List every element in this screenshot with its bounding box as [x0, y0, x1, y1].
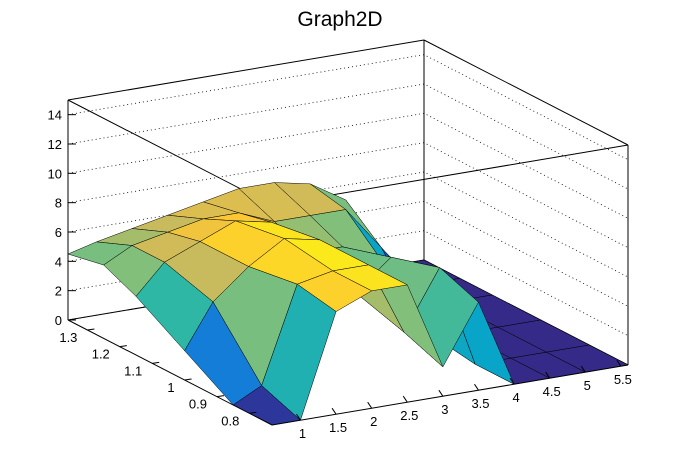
x-tick-label: 2	[370, 414, 377, 429]
y-tick	[119, 345, 127, 348]
x-tick-label: 5.5	[614, 372, 632, 387]
y-tick	[216, 395, 225, 398]
grid-line	[67, 83, 629, 190]
z-tick-label: 2	[55, 284, 62, 299]
z-tick-label: 6	[55, 225, 62, 240]
x-tick-label: 4	[512, 390, 519, 405]
y-tick-label: 1	[167, 380, 174, 395]
y-tick-label: 1.2	[92, 347, 110, 362]
y-tick-label: 0.8	[221, 413, 239, 428]
x-tick	[509, 377, 515, 385]
x-tick-label: 3	[441, 402, 448, 417]
y-tick-label: 1.3	[59, 330, 77, 345]
z-tick-label: 14	[48, 108, 62, 123]
x-tick	[296, 413, 301, 421]
x-tick-label: 4.5	[543, 384, 561, 399]
x-tick-label: 5	[584, 378, 591, 393]
chart-title: Graph2D	[297, 8, 382, 31]
x-tick-label: 2.5	[400, 408, 418, 423]
y-tick-label: 0.9	[189, 397, 207, 412]
x-tick-label: 3.5	[471, 396, 489, 411]
x-tick-label: 1.5	[329, 420, 347, 435]
x-tick	[616, 359, 622, 367]
x-tick	[438, 389, 444, 397]
z-tick-label: 0	[55, 313, 62, 328]
box-edge	[67, 99, 273, 206]
grid-line	[67, 54, 629, 161]
y-tick	[152, 361, 160, 364]
x-tick	[580, 365, 586, 373]
y-axis	[67, 319, 273, 426]
grid-line	[67, 112, 629, 219]
x-tick	[474, 383, 479, 391]
z-tick-label: 8	[55, 196, 62, 211]
x-tick-label: 1	[299, 426, 306, 441]
y-tick	[87, 328, 95, 331]
x-tick	[367, 401, 373, 409]
y-tick-label: 1.1	[124, 363, 142, 378]
x-tick	[402, 395, 408, 403]
box-edge	[67, 39, 425, 101]
x-tick	[545, 371, 551, 379]
z-tick-label: 4	[55, 254, 62, 269]
grid-line	[67, 142, 629, 249]
z-tick-label: 10	[48, 166, 62, 181]
x-tick	[331, 407, 337, 415]
y-tick	[249, 411, 257, 414]
y-tick	[184, 378, 192, 381]
z-tick-label: 12	[48, 137, 62, 152]
x-axis	[271, 364, 629, 426]
box-edge	[423, 39, 629, 146]
